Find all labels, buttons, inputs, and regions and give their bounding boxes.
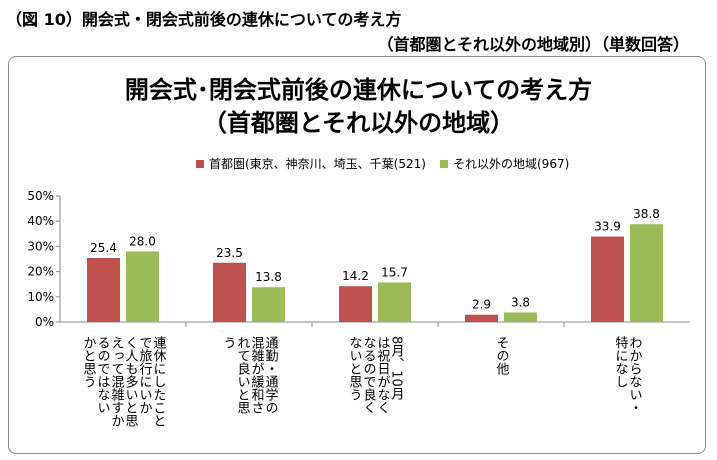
bar-series1-cat1 [87, 257, 120, 322]
bar-series2-cat1 [126, 251, 159, 322]
x-category-label: なるので良く [361, 336, 376, 414]
x-category-label: えって混雑すか [109, 336, 125, 427]
data-label: 33.9 [594, 220, 621, 234]
chart-subtitle: （首都圏とそれ以外の地域） [202, 109, 515, 137]
bar-series2-cat5 [630, 224, 663, 322]
x-category-label: は祝日がなく [375, 336, 391, 414]
bar-series2-cat3 [378, 282, 411, 322]
x-category-label: う [221, 336, 236, 349]
data-label: 15.7 [381, 265, 408, 279]
legend-label-1: 首都圏(東京、神奈川、埼玉、千葉(521) [209, 157, 426, 171]
x-category-label: く人も多いと思 [123, 336, 139, 427]
figure-subcaption: （首都圏とそれ以外の地域別）（単数回答） [377, 35, 689, 54]
data-label: 2.9 [472, 298, 491, 312]
y-tick-label: 30% [27, 239, 54, 253]
y-tick-label: 20% [27, 265, 54, 279]
bar-series1-cat2 [213, 262, 246, 322]
figure-caption: （図 10）開会式・閉会式前後の連休についての考え方 [6, 10, 402, 29]
y-tick-label: 10% [27, 290, 54, 304]
data-label: 28.0 [129, 234, 156, 248]
x-category-label: その他 [494, 336, 510, 376]
legend-label-2: それ以外の地域(967) [453, 157, 569, 171]
legend-swatch-1 [196, 160, 204, 168]
data-label: 23.5 [216, 246, 243, 260]
bar-series1-cat5 [591, 236, 624, 322]
bar-series2-cat4 [504, 312, 537, 322]
legend-swatch-2 [440, 160, 448, 168]
x-category-label: 8月、10月 [389, 336, 405, 401]
bar-series2-cat2 [252, 287, 285, 322]
bar-series1-cat3 [339, 286, 372, 322]
data-label: 14.2 [342, 269, 369, 283]
data-label: 38.8 [633, 207, 660, 221]
x-category-label: れて良いと思 [235, 336, 251, 414]
chart-title: 開会式･閉会式前後の連休についての考え方 [124, 76, 593, 104]
y-tick-label: 50% [27, 189, 54, 203]
chart-frame [8, 56, 706, 454]
y-tick-label: 40% [27, 214, 54, 228]
y-tick-label: 0% [35, 315, 54, 329]
data-label: 3.8 [511, 295, 530, 309]
x-category-label: で旅行にいか [137, 336, 153, 414]
x-category-label: かと思う [81, 336, 97, 388]
data-label: 13.8 [255, 270, 282, 284]
x-category-label: 連休にしたこと [151, 336, 167, 427]
x-category-label: ないと思う [347, 336, 363, 401]
data-label: 25.4 [90, 241, 117, 255]
bar-series1-cat4 [465, 314, 498, 322]
x-category-label: るのではない [95, 336, 110, 414]
x-category-label: 混雑が緩和さ [249, 336, 265, 414]
x-category-label: 通勤・通学の [263, 336, 279, 414]
x-category-label: わからない・ [627, 336, 643, 414]
x-category-label: 特になし [613, 336, 629, 388]
